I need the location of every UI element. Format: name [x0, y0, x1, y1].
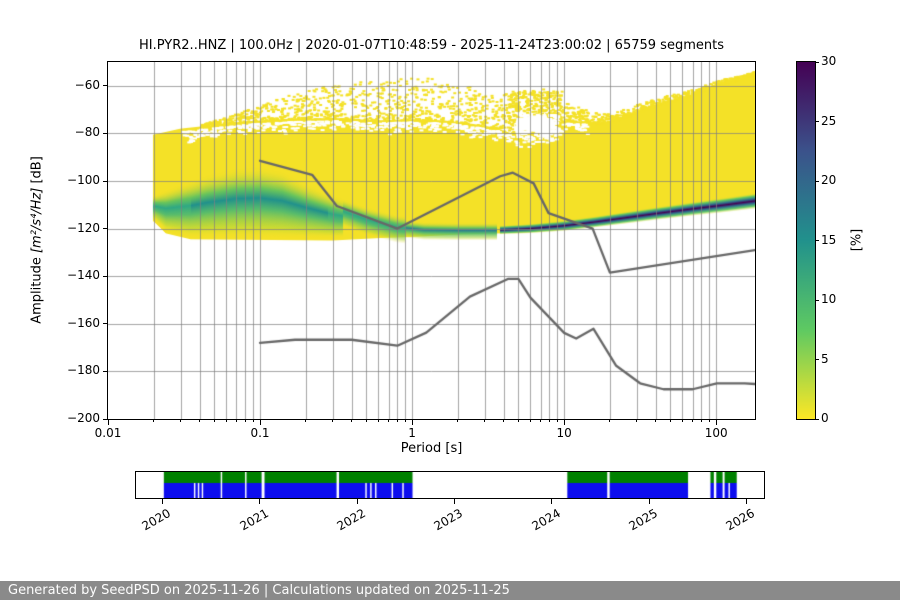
colorbar	[796, 61, 816, 420]
y-tick-mark	[103, 323, 107, 325]
x-tick-label: 0.01	[94, 426, 122, 440]
colorbar-gradient	[797, 62, 815, 419]
x-minor-tick-mark	[180, 419, 182, 422]
y-tick-mark	[103, 228, 107, 230]
x-minor-tick-mark	[556, 419, 558, 422]
y-tick-label: −180	[67, 363, 100, 378]
x-minor-tick-mark	[305, 419, 307, 422]
x-tick-mark	[411, 419, 413, 425]
x-minor-tick-mark	[503, 419, 505, 422]
year-tick-label: 2020	[139, 506, 174, 534]
y-tick-label: −160	[67, 315, 100, 330]
x-minor-tick-mark	[351, 419, 353, 422]
availability-bar	[135, 471, 765, 499]
page-title: HI.PYR2..HNZ | 100.0Hz | 2020-01-07T10:4…	[139, 38, 724, 53]
colorbar-tick-mark	[815, 121, 819, 122]
x-minor-tick-mark	[244, 419, 246, 422]
year-tick-mark	[648, 499, 650, 504]
x-tick-mark	[259, 419, 261, 425]
x-tick-label: 10	[556, 426, 572, 440]
x-minor-tick-mark	[252, 419, 254, 422]
x-tick-mark	[563, 419, 565, 425]
year-tick-label: 2021	[237, 506, 271, 534]
ppsd-heatmap-canvas	[108, 62, 755, 419]
x-minor-tick-mark	[708, 419, 710, 422]
y-tick-mark	[103, 180, 107, 182]
colorbar-tick-mark	[815, 299, 819, 301]
y-tick-mark	[103, 275, 107, 277]
y-tick-label: −200	[67, 411, 100, 425]
year-tick-label: 2023	[431, 506, 466, 534]
x-minor-tick-mark	[681, 419, 683, 422]
x-tick-label: 100	[704, 426, 728, 440]
x-minor-tick-mark	[655, 419, 657, 422]
y-axis-label: Amplitude [m²/s⁴/Hz] [dB]	[29, 156, 45, 324]
colorbar-tick-label: 15	[821, 232, 837, 247]
colorbar-tick-mark	[815, 418, 819, 420]
year-tick-mark	[259, 499, 261, 504]
y-tick-mark	[103, 370, 107, 372]
x-minor-tick-mark	[396, 419, 398, 422]
year-tick-mark	[453, 499, 455, 504]
x-minor-tick-mark	[609, 419, 611, 422]
colorbar-tick-label: 0	[821, 411, 829, 425]
ppsd-plot-area	[107, 61, 756, 420]
x-minor-tick-mark	[517, 419, 519, 422]
colorbar-tick-label: 30	[821, 54, 837, 68]
footer-status-bar: Generated by SeedPSD on 2025-11-26 | Cal…	[0, 581, 900, 600]
x-minor-tick-mark	[199, 419, 201, 422]
x-minor-tick-mark	[548, 419, 550, 422]
x-minor-tick-mark	[332, 419, 334, 422]
year-tick-label: 2025	[626, 506, 661, 534]
x-minor-tick-mark	[153, 419, 155, 422]
colorbar-tick-mark	[815, 240, 819, 241]
y-tick-mark	[103, 418, 107, 420]
y-axis-label-units: [m²/s⁴/Hz]	[29, 187, 45, 254]
x-minor-tick-mark	[457, 419, 459, 422]
y-tick-label: −100	[67, 173, 100, 187]
x-axis-label: Period [s]	[400, 441, 463, 456]
colorbar-tick-mark	[815, 359, 819, 360]
year-tick-label: 2022	[334, 506, 369, 534]
x-minor-tick-mark	[700, 419, 702, 422]
year-tick-mark	[745, 499, 747, 504]
year-tick-label: 2024	[529, 506, 563, 534]
colorbar-tick-label: 10	[821, 292, 837, 306]
colorbar-tick-label: 5	[821, 351, 829, 366]
y-tick-mark	[103, 85, 107, 87]
x-tick-label: 0.1	[250, 426, 270, 440]
x-minor-tick-mark	[377, 419, 379, 422]
x-minor-tick-mark	[692, 419, 694, 422]
y-tick-mark	[103, 132, 107, 134]
year-tick-mark	[161, 499, 163, 504]
y-tick-label: −140	[67, 268, 100, 283]
x-minor-tick-mark	[669, 419, 671, 422]
x-minor-tick-mark	[529, 419, 531, 422]
x-minor-tick-mark	[213, 419, 215, 422]
colorbar-tick-label: 25	[821, 113, 837, 128]
x-minor-tick-mark	[540, 419, 542, 422]
colorbar-tick-mark	[815, 180, 819, 182]
y-tick-label: −120	[67, 220, 100, 235]
x-minor-tick-mark	[225, 419, 227, 422]
x-minor-tick-mark	[365, 419, 367, 422]
year-tick-mark	[551, 499, 553, 504]
x-minor-tick-mark	[404, 419, 406, 422]
y-tick-label: −80	[74, 125, 100, 140]
x-minor-tick-mark	[235, 419, 237, 422]
colorbar-tick-label: 20	[821, 173, 837, 187]
year-tick-label: 2026	[724, 506, 758, 534]
x-tick-mark	[107, 419, 109, 425]
availability-canvas	[136, 472, 764, 498]
year-tick-mark	[356, 499, 358, 504]
y-tick-label: −60	[74, 77, 100, 92]
x-minor-tick-mark	[388, 419, 390, 422]
x-minor-tick-mark	[636, 419, 638, 422]
colorbar-tick-mark	[815, 61, 819, 63]
x-tick-mark	[715, 419, 717, 425]
colorbar-label: [%]	[849, 228, 865, 252]
x-tick-label: 1	[408, 426, 416, 440]
x-minor-tick-mark	[484, 419, 486, 422]
